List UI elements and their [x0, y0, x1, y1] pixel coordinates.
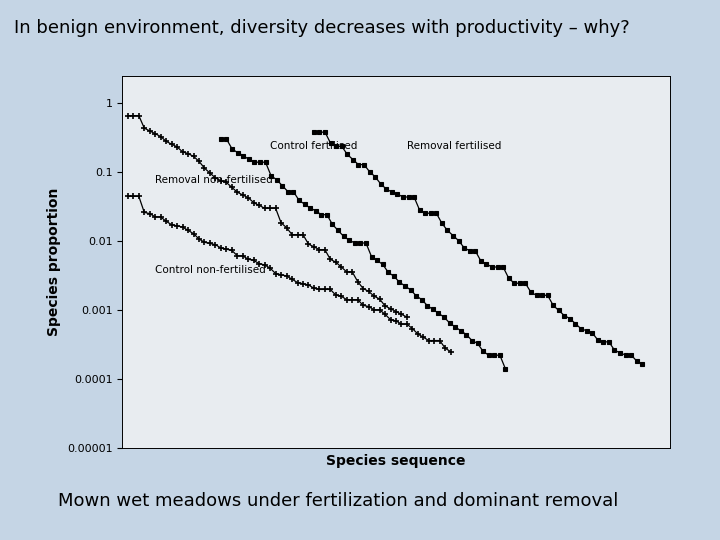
Text: Removal fertilised: Removal fertilised	[407, 141, 501, 151]
Y-axis label: Species proportion: Species proportion	[48, 188, 61, 336]
X-axis label: Species sequence: Species sequence	[326, 454, 466, 468]
Text: Removal non-fertilised: Removal non-fertilised	[156, 176, 273, 185]
Text: Mown wet meadows under fertilization and dominant removal: Mown wet meadows under fertilization and…	[58, 492, 618, 510]
Text: Control fertilised: Control fertilised	[270, 141, 358, 151]
Text: In benign environment, diversity decreases with productivity – why?: In benign environment, diversity decreas…	[14, 19, 630, 37]
Text: Control non-fertilised: Control non-fertilised	[156, 265, 266, 275]
